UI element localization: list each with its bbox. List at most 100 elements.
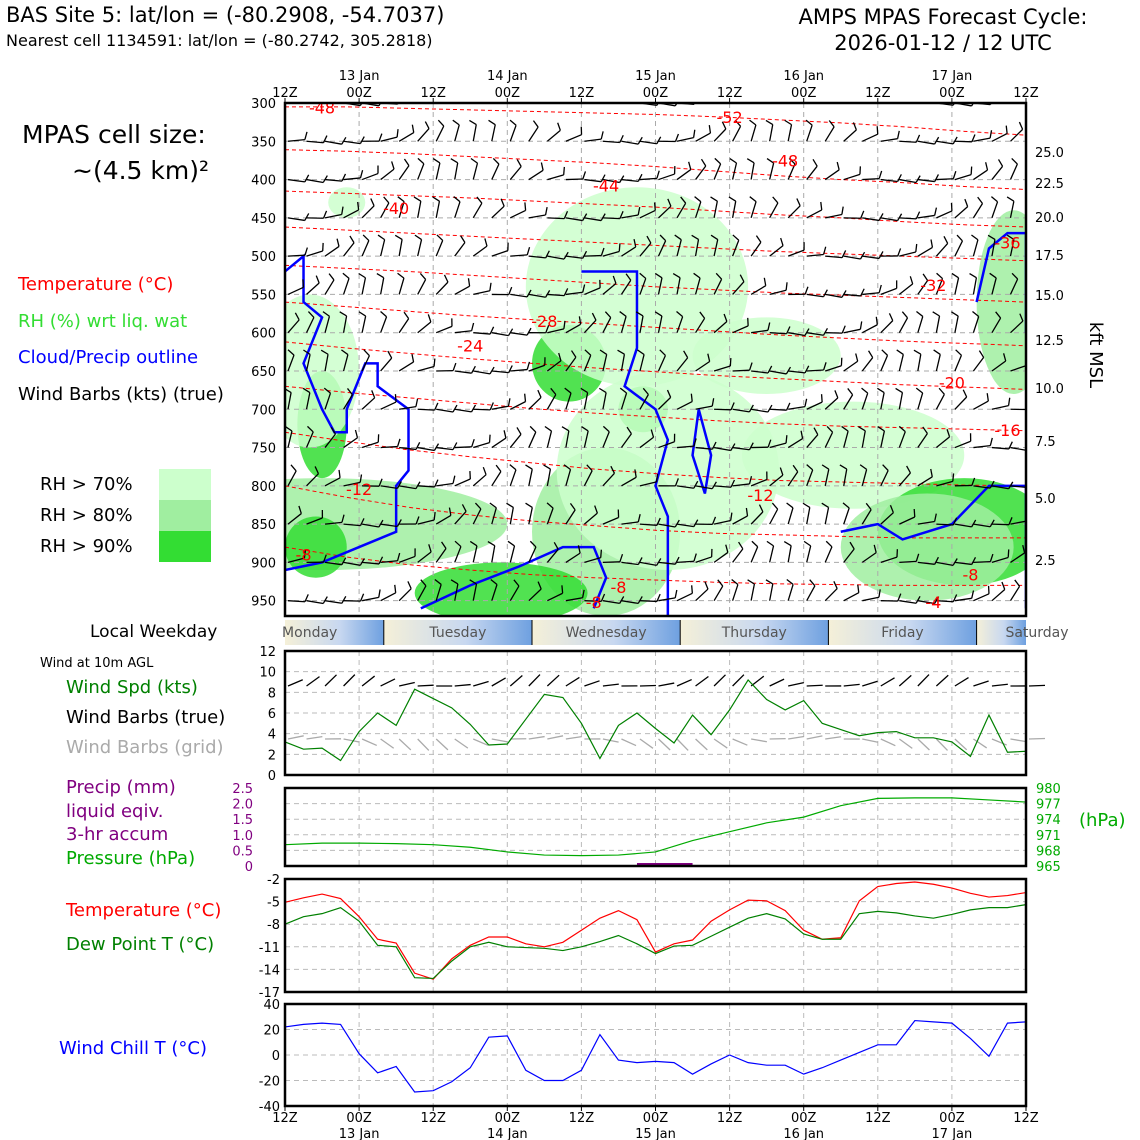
wind-barb-flag (604, 311, 612, 319)
wind-barb-flag (413, 196, 422, 202)
wind-barb (491, 370, 509, 374)
temperature-label: -12 (346, 480, 372, 499)
wind-barb (454, 124, 460, 142)
wind-barb (399, 485, 417, 490)
wind-barb-flag (626, 426, 632, 435)
top-time-tick: 12Z (865, 86, 891, 101)
wind-barb (732, 369, 750, 372)
wind-barb (1010, 738, 1027, 743)
top-date-label: 14 Jan (487, 69, 528, 84)
wind-barb (583, 319, 597, 334)
wind-barb-flag (1001, 581, 1006, 590)
wind-barb (713, 519, 731, 525)
temperature-label: -12 (747, 486, 773, 505)
wind-barb-flag (411, 124, 415, 133)
wind-barb-flag (452, 475, 456, 484)
wind-barb-flag (688, 161, 692, 170)
wind-barb-flag (693, 553, 697, 562)
legend-entry: Wind Barbs (true) (66, 707, 226, 728)
wind-barb (788, 332, 806, 337)
wind-barb (454, 446, 472, 449)
windchill-tick: -20 (259, 1075, 280, 1090)
wind-barb-flag (349, 235, 355, 244)
wind-barb (491, 124, 496, 142)
wind-barb-flag (656, 103, 659, 106)
wind-barb (417, 519, 435, 525)
wind-barb (1010, 446, 1026, 451)
wind-barb (825, 293, 843, 298)
wind-barb-flag (951, 311, 959, 317)
wind-barb (639, 278, 647, 295)
local-weekday-label: Local Weekday (90, 622, 218, 642)
wind-barb-flag (860, 288, 865, 297)
wind-barb-flag (322, 135, 328, 144)
wind-barb (954, 240, 964, 257)
pressure-tick: 350 (251, 135, 276, 150)
weekday-band (680, 620, 829, 645)
wind-barb (935, 393, 945, 410)
wind-barb (973, 400, 989, 410)
wind-barb (528, 546, 537, 563)
weekday-band (828, 620, 977, 645)
pressure-tick: 950 (251, 595, 276, 610)
wind-barb (398, 165, 410, 180)
wind-barb (472, 202, 483, 219)
wind-barb-flag (414, 234, 422, 241)
wind-barb-flag (763, 277, 767, 286)
wind-barb-flag (537, 581, 542, 590)
wind-barb-flag (699, 311, 706, 319)
temperature-label: -24 (457, 337, 483, 356)
top-time-tick: 00Z (939, 86, 965, 101)
wind-barb-flag (989, 480, 995, 489)
wind-barb-flag (495, 464, 502, 472)
wind-barb (417, 684, 434, 687)
top-date-label: 13 Jan (339, 69, 380, 84)
bottom-time-tick: 00Z (939, 1111, 965, 1126)
wind-barb (732, 738, 748, 746)
wind-barb (398, 361, 414, 372)
wind-barb (898, 431, 906, 448)
wind-barb-flag (302, 387, 311, 394)
wind-barb-flag (964, 198, 969, 207)
wind-barb (584, 138, 602, 142)
pressure-tick: 750 (251, 442, 276, 457)
wind-barb (973, 523, 991, 528)
wind-barb (454, 408, 472, 413)
wind-barb (417, 128, 430, 142)
wind-barb (973, 137, 991, 142)
wind-barb-flag (749, 119, 757, 126)
wind-barb-flag (747, 579, 755, 585)
wind-barb-flag (322, 554, 327, 563)
wind-barb (473, 408, 491, 411)
wind-barb (305, 354, 311, 372)
temperature-label: -20 (939, 373, 965, 392)
wind-barb (751, 370, 769, 374)
wind-barb (306, 676, 320, 687)
wind-barb (714, 485, 732, 488)
wind-barb (621, 476, 637, 487)
wind-barb (399, 681, 415, 687)
wind-barb-flag (391, 161, 395, 170)
wind-barb-flag (922, 273, 929, 281)
wind-barb-flag (936, 272, 943, 280)
wind-barb-flag (359, 103, 363, 106)
wind-barb-flag (304, 131, 308, 140)
wind-barb (287, 319, 300, 334)
wind-barb-flag (416, 93, 418, 101)
wind-barb-flag (509, 119, 517, 126)
wind-barb-flag (989, 272, 997, 279)
wind-barb-flag (419, 272, 427, 280)
wind-barb-flag (290, 464, 297, 472)
wind-barb-flag (955, 349, 962, 356)
wind-barb (954, 677, 969, 687)
windchill-tick: 20 (263, 1024, 280, 1039)
wind-barb-flag (527, 82, 533, 87)
kft-tick: 20.0 (1035, 211, 1064, 226)
wind-barb (343, 437, 358, 449)
wind-barb-flag (508, 365, 513, 373)
wind-barb (954, 206, 969, 219)
windchill-panel (284, 1003, 1027, 1107)
wind-barb-flag (537, 389, 542, 398)
wind-barb (546, 468, 552, 486)
